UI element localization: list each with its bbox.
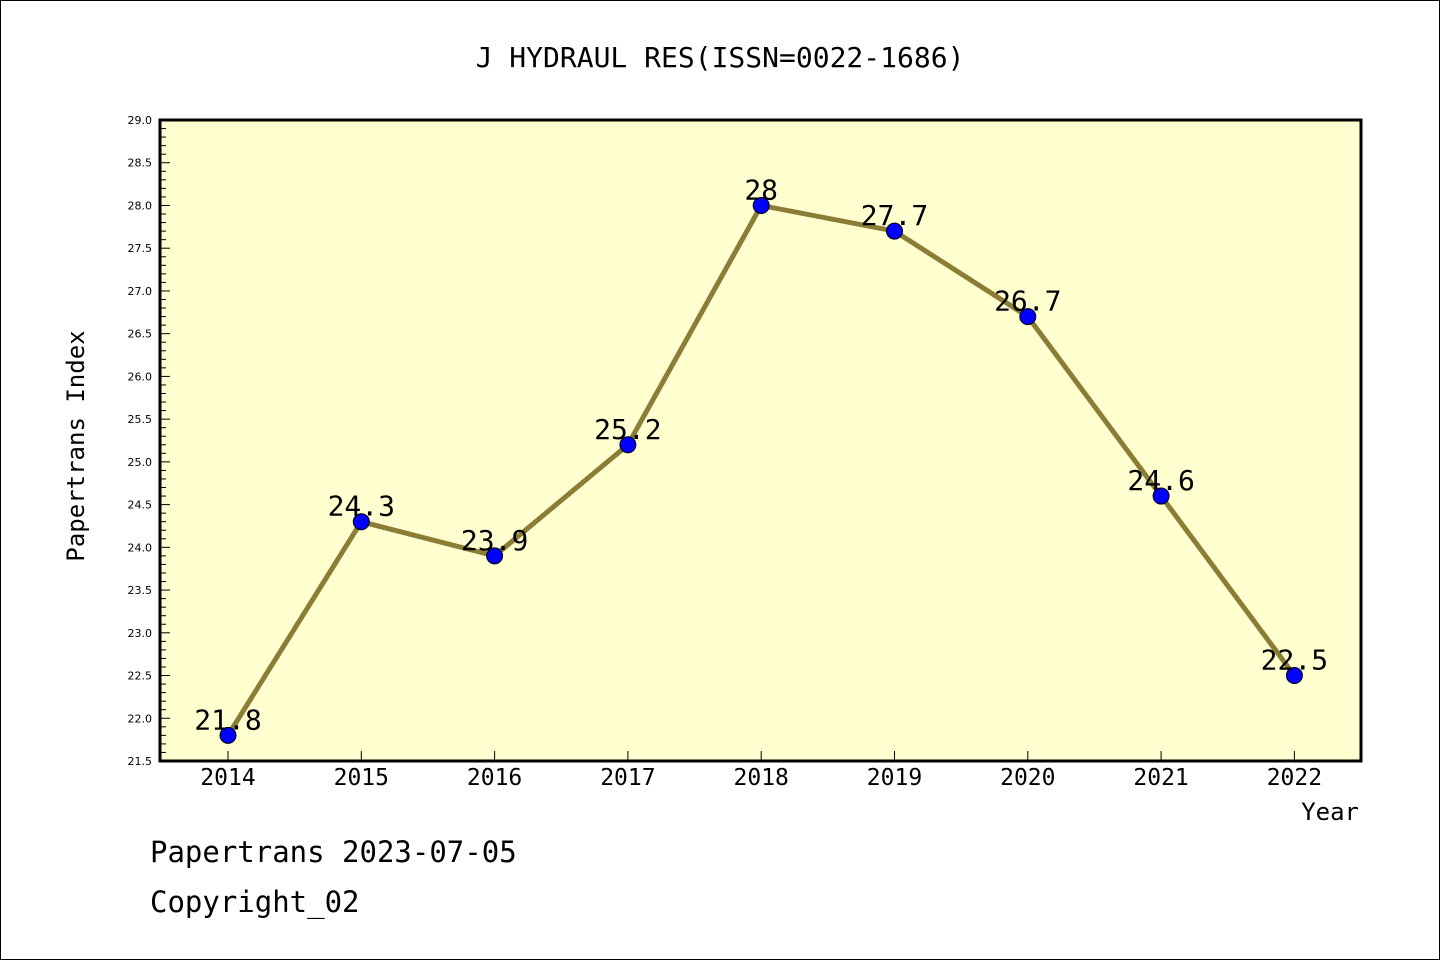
x-tick-label: 2020 (1000, 765, 1055, 791)
y-tick-label: 27.0 (128, 285, 153, 298)
y-tick-label: 27.5 (128, 242, 153, 255)
data-label: 21.8 (194, 703, 261, 736)
y-tick-label: 25.5 (128, 413, 153, 426)
y-tick-label: 29.0 (128, 114, 153, 127)
x-tick-label: 2021 (1133, 765, 1188, 791)
y-tick-label: 26.5 (128, 328, 153, 341)
data-labels: 21.8 24.3 23.9 25.2 28 27.7 26.7 24.6 22.5 (194, 173, 1328, 736)
data-point (886, 222, 903, 240)
x-tick-label: 2019 (867, 765, 922, 791)
y-tick-label: 22.0 (128, 712, 153, 725)
footer-copyright: Copyright_02 (150, 885, 360, 919)
data-label: 23.9 (461, 524, 528, 557)
x-tick-label: 2014 (200, 765, 255, 791)
data-label: 27.7 (861, 199, 928, 232)
data-point (486, 547, 504, 565)
x-axis: 2014 2015 2016 2017 2018 2019 2020 2021 2022 (200, 751, 1322, 791)
y-tick-label: 24.5 (128, 499, 153, 512)
y-tick-label: 26.0 (128, 370, 153, 383)
x-tick-label: 2018 (734, 765, 789, 791)
plot-area (158, 118, 1363, 763)
data-label: 25.2 (594, 413, 661, 446)
y-tick-label: 25.0 (128, 456, 153, 469)
data-point (619, 436, 637, 454)
data-point (352, 513, 370, 531)
data-point (1285, 667, 1303, 685)
data-label: 26.7 (994, 285, 1061, 318)
x-tick-label: 2017 (600, 765, 655, 791)
x-tick-label: 2022 (1267, 765, 1322, 791)
x-tick-label: 2015 (334, 765, 389, 791)
data-label: 22.5 (1261, 644, 1328, 677)
y-tick-label: 28.0 (128, 199, 153, 212)
y-tick-label: 22.5 (128, 670, 153, 683)
x-axis-label: Year (1301, 798, 1359, 826)
data-point (1152, 487, 1170, 505)
y-tick-label: 23.5 (128, 584, 153, 597)
data-point (219, 726, 237, 744)
data-label: 24.3 (328, 490, 395, 523)
y-tick-label: 21.5 (128, 755, 153, 768)
y-tick-label: 24.0 (128, 541, 153, 554)
y-axis: 21.5 22.0 22.5 23.0 23.5 24.0 24.5 25.0 25.5 26.0… (128, 114, 170, 768)
y-tick-label: 28.5 (128, 157, 153, 170)
y-axis-label: Papertrans Index (62, 330, 90, 561)
data-label: 28 (744, 173, 778, 206)
y-tick-label: 23.0 (128, 627, 153, 640)
chart-title: J HYDRAUL RES(ISSN=0022-1686) (476, 41, 965, 74)
data-point (752, 196, 770, 214)
data-point (1019, 308, 1037, 326)
series-layer (219, 196, 1303, 744)
x-tick-label: 2016 (467, 765, 522, 791)
footer-source: Papertrans 2023-07-05 (150, 835, 517, 869)
data-label: 24.6 (1127, 464, 1194, 497)
